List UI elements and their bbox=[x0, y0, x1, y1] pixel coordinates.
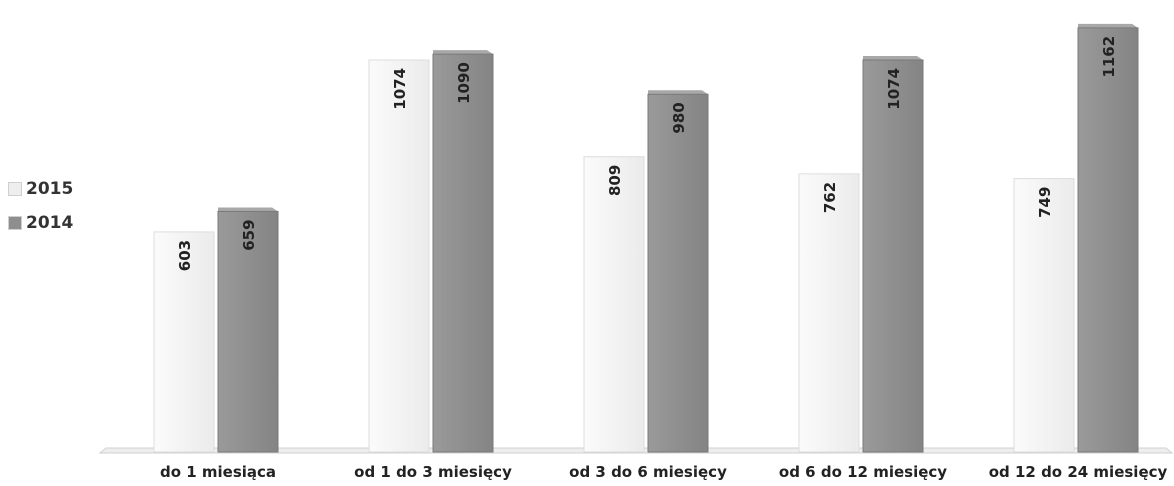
bar-2014-3 bbox=[862, 59, 924, 453]
bar-2014-2 bbox=[647, 93, 709, 453]
bar-2015-4 bbox=[1013, 178, 1075, 453]
value-label-2015-0: 603 bbox=[176, 240, 194, 271]
legend-item-2015: 2015 bbox=[8, 172, 73, 206]
value-label-2014-3: 1074 bbox=[885, 68, 903, 110]
legend-label-2014: 2014 bbox=[26, 213, 74, 233]
bar-2015-0 bbox=[153, 231, 215, 453]
bar-top-2014-1 bbox=[433, 50, 493, 55]
bar-top-2014-2 bbox=[648, 90, 708, 95]
bar-top-2015-4 bbox=[1014, 174, 1074, 179]
category-label-0: do 1 miesiąca bbox=[160, 463, 276, 481]
bar-2015-2 bbox=[583, 156, 645, 453]
bar-top-2014-4 bbox=[1078, 23, 1138, 28]
value-label-2015-2: 809 bbox=[606, 165, 624, 196]
value-label-2015-1: 1074 bbox=[391, 68, 409, 110]
legend: 2015 2014 bbox=[8, 172, 73, 240]
category-label-1: od 1 do 3 miesięcy bbox=[354, 463, 512, 481]
value-label-2014-2: 980 bbox=[670, 102, 688, 133]
bar-top-2015-1 bbox=[369, 55, 429, 60]
bar-top-2014-3 bbox=[863, 55, 923, 60]
value-label-2014-4: 1162 bbox=[1100, 36, 1118, 78]
value-label-2014-1: 1090 bbox=[455, 62, 473, 104]
bar-top-2014-0 bbox=[218, 207, 278, 212]
bar-2014-0 bbox=[217, 210, 279, 453]
value-label-2015-4: 749 bbox=[1036, 187, 1054, 218]
bar-top-2015-0 bbox=[154, 227, 214, 232]
value-label-2015-3: 762 bbox=[821, 182, 839, 213]
bar-2014-4 bbox=[1077, 27, 1139, 453]
category-label-3: od 6 do 12 miesięcy bbox=[779, 463, 947, 481]
category-label-2: od 3 do 6 miesięcy bbox=[569, 463, 727, 481]
legend-label-2015: 2015 bbox=[26, 179, 74, 199]
bar-top-2015-3 bbox=[799, 169, 859, 174]
bar-2015-1 bbox=[368, 59, 430, 453]
bar-2014-1 bbox=[432, 53, 494, 453]
category-label-4: od 12 do 24 miesięcy bbox=[989, 463, 1168, 481]
legend-swatch-2015 bbox=[8, 182, 22, 196]
value-label-2014-0: 659 bbox=[240, 219, 258, 250]
legend-swatch-2014 bbox=[8, 216, 22, 230]
bar-top-2015-2 bbox=[584, 152, 644, 157]
legend-item-2014: 2014 bbox=[8, 206, 73, 240]
bar-2015-3 bbox=[798, 173, 860, 453]
